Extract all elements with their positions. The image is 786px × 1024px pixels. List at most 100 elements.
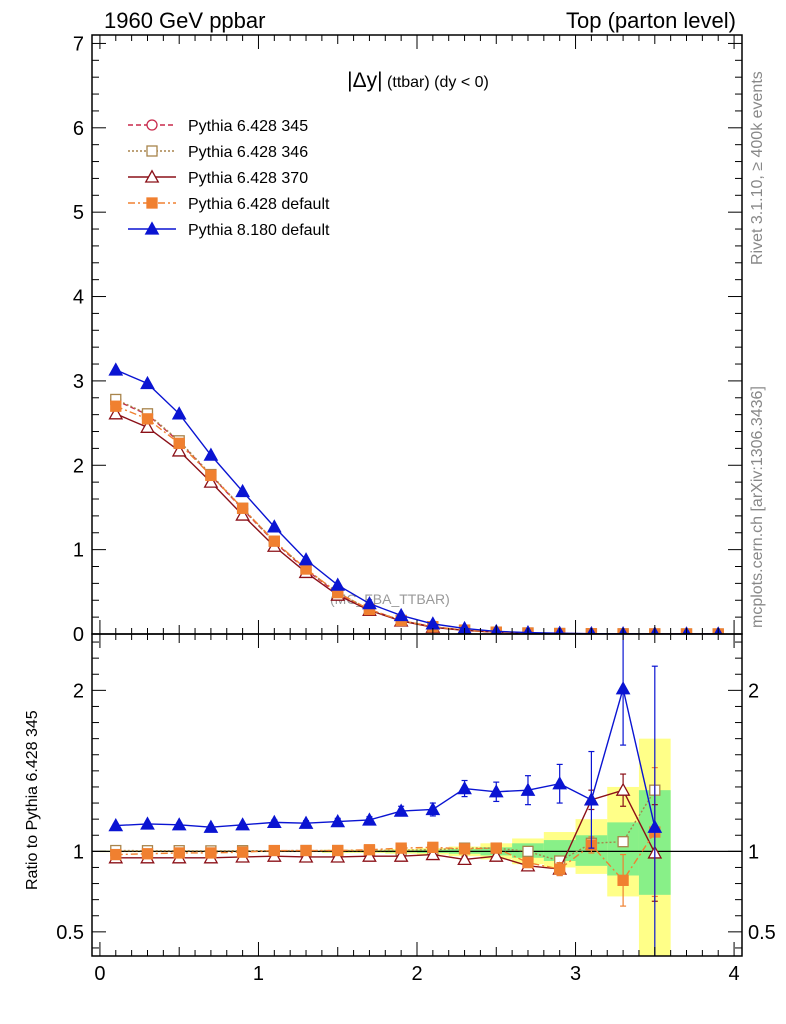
ratio-point — [522, 856, 534, 869]
ratio-point — [330, 813, 346, 828]
ratio-point — [110, 848, 122, 861]
ratio-point — [427, 841, 439, 853]
header-left: 1960 GeV ppbar — [104, 8, 265, 33]
main-point — [300, 563, 312, 575]
main-point — [173, 437, 185, 449]
mcplots-label: mcplots.cern.ch [arXiv:1306.3436] — [749, 386, 766, 628]
ratio-point — [488, 848, 504, 862]
watermark: (MC_FBA_TTBAR) — [330, 591, 450, 607]
main-point — [268, 535, 280, 547]
legend-label: Pythia 6.428 345 — [188, 118, 308, 135]
ratio-point — [520, 782, 536, 796]
ratio-band-green-bin — [543, 840, 576, 862]
main-y-tick-label: 0 — [73, 624, 84, 646]
plot-title: |Δy| (ttbar) (dy < 0) — [347, 69, 489, 92]
ratio-series-3 — [108, 634, 663, 956]
ratio-point — [522, 845, 534, 857]
ratio-point — [393, 803, 409, 817]
ratio-point — [425, 801, 441, 816]
ratio-y-tick-label-right: 2 — [748, 680, 759, 702]
ratio-point — [362, 848, 377, 862]
main-y-tick-label: 5 — [73, 202, 84, 224]
ratio-point — [108, 818, 124, 832]
legend-marker — [146, 145, 158, 157]
main-point — [141, 413, 154, 425]
ratio-ylabel: Ratio to Pythia 6.428 345 — [24, 710, 41, 890]
legend-entry: Pythia 6.428 345 — [128, 118, 308, 135]
ratio-point — [554, 863, 566, 875]
ratio-point — [457, 780, 472, 795]
ratio-point — [205, 847, 217, 859]
ratio-series-group — [108, 634, 663, 956]
ratio-point — [488, 784, 504, 798]
main-point — [108, 362, 124, 376]
main-point — [266, 519, 282, 533]
ratio-bands — [99, 738, 671, 956]
legend-entry: Pythia 6.428 default — [128, 196, 330, 213]
ratio-point — [235, 817, 250, 831]
main-point — [171, 406, 187, 420]
ratio-point — [362, 812, 377, 826]
legend-label: Pythia 6.428 default — [188, 196, 330, 213]
legend-marker — [146, 119, 158, 131]
main-y-tick-label: 1 — [73, 540, 84, 562]
axes-group: 0 1 2 3 4 0 1 2 3 4 5 6 7 0.5 0.5 1 1 2 2 — [56, 33, 776, 985]
header-right: Top (parton level) — [566, 8, 736, 33]
main-point — [110, 400, 122, 412]
ratio-point — [393, 848, 409, 862]
legend-entry: Pythia 6.428 346 — [128, 144, 308, 161]
ratio-point — [457, 851, 472, 866]
legend-entry: Pythia 6.428 370 — [128, 169, 308, 187]
legend-marker — [144, 169, 160, 183]
ratio-y-tick-label-right: 1 — [748, 841, 759, 863]
plot-title-main: |Δy| — [347, 69, 382, 92]
main-point — [140, 419, 155, 433]
ratio-y-tick-label-left: 2 — [73, 680, 84, 702]
main-point — [171, 443, 187, 457]
main-point — [235, 507, 250, 521]
main-point — [298, 552, 314, 566]
ratio-point — [203, 819, 219, 833]
main-y-tick-label: 7 — [73, 33, 84, 55]
ratio-series-line — [115, 688, 656, 828]
ratio-point — [141, 848, 154, 860]
ratio-point — [300, 844, 312, 857]
ratio-point — [647, 819, 663, 833]
ratio-point — [584, 792, 599, 806]
main-point — [203, 474, 219, 488]
ratio-point — [615, 782, 631, 796]
main-point — [235, 483, 250, 498]
legend-marker — [146, 197, 158, 209]
ratio-point — [266, 814, 282, 829]
x-tick-label: 1 — [253, 963, 264, 985]
main-y-tick-label: 3 — [73, 371, 84, 393]
legend-label: Pythia 6.428 346 — [188, 144, 308, 161]
ratio-point — [395, 842, 407, 854]
main-y-tick-label: 4 — [73, 287, 84, 309]
plot-title-sub: (ttbar) (dy < 0) — [383, 74, 489, 91]
main-y-tick-label: 6 — [73, 118, 84, 140]
main-point — [140, 375, 155, 390]
x-tick-label: 0 — [94, 963, 105, 985]
ratio-point — [298, 815, 314, 829]
ratio-point — [363, 844, 376, 856]
ratio-point — [173, 847, 185, 859]
ratio-point — [617, 836, 629, 848]
ratio-point — [171, 817, 187, 831]
ratio-y-tick-label-right: 0.5 — [748, 922, 776, 944]
main-point — [236, 502, 249, 514]
ratio-point — [330, 849, 346, 863]
legend-label: Pythia 6.428 370 — [188, 170, 308, 187]
main-point — [205, 469, 217, 482]
x-tick-label: 3 — [570, 963, 581, 985]
ratio-point — [552, 776, 568, 790]
ratio-point — [332, 844, 344, 857]
x-tick-label: 2 — [411, 963, 422, 985]
main-point — [330, 577, 346, 591]
legend: Pythia 6.428 345 Pythia 6.428 346 Pythia 6… — [128, 118, 330, 239]
main-y-tick-label: 2 — [73, 455, 84, 477]
ratio-y-tick-label-left: 1 — [73, 841, 84, 863]
ratio-point — [140, 816, 155, 830]
main-point — [393, 607, 409, 622]
